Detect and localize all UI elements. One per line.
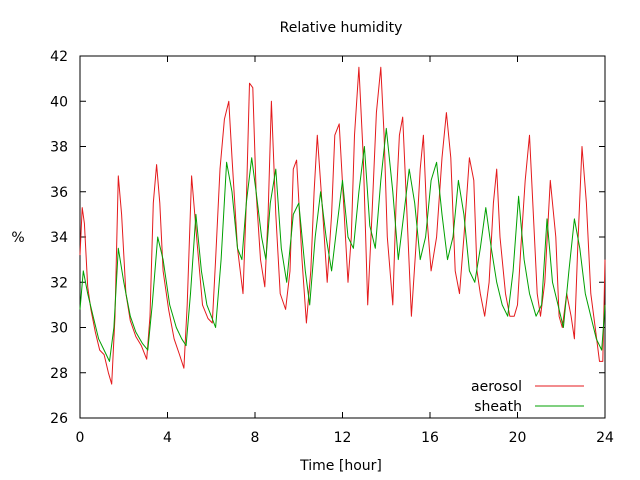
x-tick-label: 8 — [251, 430, 260, 446]
series-line-aerosol — [79, 66, 606, 385]
y-tick-label: 26 — [50, 411, 68, 427]
legend: aerosol sheath — [471, 379, 584, 415]
x-tick-label: 12 — [334, 430, 352, 446]
x-axis-label: Time [hour] — [299, 458, 382, 474]
y-tick-label: 28 — [50, 366, 68, 382]
x-tick-label: 20 — [509, 430, 527, 446]
legend-label-sheath: sheath — [474, 399, 522, 415]
chart-title: Relative humidity — [280, 20, 403, 36]
series-layer — [79, 66, 606, 385]
x-tick-label: 24 — [596, 430, 614, 446]
y-axis: 26 28 30 32 34 36 38 40 42 — [50, 49, 605, 427]
x-tick-label: 0 — [76, 430, 85, 446]
x-axis: 0 4 8 12 16 20 24 — [76, 56, 614, 446]
y-tick-label: 36 — [50, 185, 68, 201]
y-tick-label: 42 — [50, 49, 68, 65]
series-line-sheath — [79, 127, 606, 362]
y-axis-label: % — [11, 230, 24, 246]
y-tick-label: 34 — [50, 230, 68, 246]
legend-label-aerosol: aerosol — [471, 379, 522, 395]
x-tick-label: 16 — [421, 430, 439, 446]
y-tick-label: 30 — [50, 321, 68, 337]
y-tick-label: 32 — [50, 275, 68, 291]
x-tick-label: 4 — [163, 430, 172, 446]
plot-frame — [79, 55, 606, 419]
y-tick-label: 40 — [50, 94, 68, 110]
y-tick-label: 38 — [50, 140, 68, 156]
